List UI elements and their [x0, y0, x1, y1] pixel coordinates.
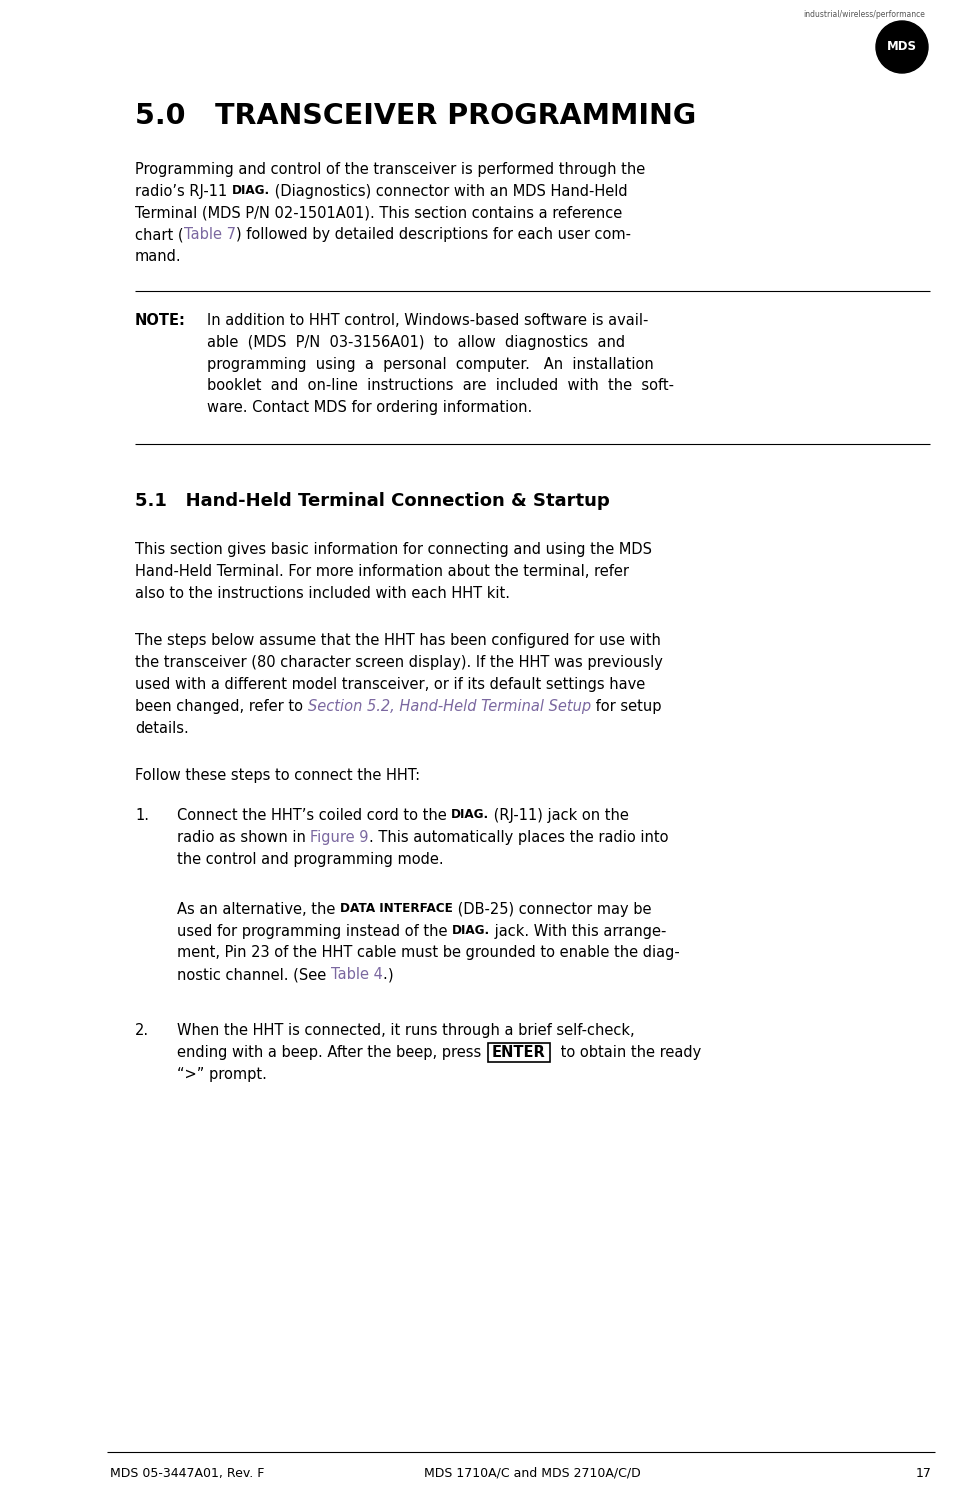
Text: chart (: chart (	[135, 227, 184, 242]
Text: Hand-Held Terminal. For more information about the terminal, refer: Hand-Held Terminal. For more information…	[135, 564, 628, 579]
Text: used with a different model transceiver, or if its default settings have: used with a different model transceiver,…	[135, 677, 645, 692]
Text: 5.0   TRANSCEIVER PROGRAMMING: 5.0 TRANSCEIVER PROGRAMMING	[135, 101, 695, 130]
Text: 17: 17	[915, 1467, 931, 1480]
Text: the control and programming mode.: the control and programming mode.	[177, 852, 443, 867]
Text: DIAG.: DIAG.	[232, 184, 270, 197]
Text: ) followed by detailed descriptions for each user com-: ) followed by detailed descriptions for …	[236, 227, 630, 242]
Text: When the HHT is connected, it runs through a brief self-check,: When the HHT is connected, it runs throu…	[177, 1024, 634, 1038]
Text: DATA INTERFACE: DATA INTERFACE	[339, 901, 453, 915]
Text: Connect the HHT’s coiled cord to the: Connect the HHT’s coiled cord to the	[177, 809, 451, 824]
Text: jack. With this arrange-: jack. With this arrange-	[490, 924, 666, 938]
Text: booklet  and  on-line  instructions  are  included  with  the  soft-: booklet and on-line instructions are inc…	[206, 379, 673, 394]
Bar	[487, 1043, 549, 1062]
Text: for setup: for setup	[590, 698, 660, 713]
Text: The steps below assume that the HHT has been configured for use with: The steps below assume that the HHT has …	[135, 634, 660, 649]
Text: radio’s RJ-11: radio’s RJ-11	[135, 184, 232, 198]
Text: Figure 9: Figure 9	[310, 830, 369, 844]
Text: Table 7: Table 7	[184, 227, 236, 242]
Text: radio as shown in: radio as shown in	[177, 830, 310, 844]
Text: able  (MDS  P/N  03-3156A01)  to  allow  diagnostics  and: able (MDS P/N 03-3156A01) to allow diagn…	[206, 334, 625, 349]
Text: . This automatically places the radio into: . This automatically places the radio in…	[369, 830, 668, 844]
Text: This section gives basic information for connecting and using the MDS: This section gives basic information for…	[135, 542, 651, 557]
Text: Programming and control of the transceiver is performed through the: Programming and control of the transceiv…	[135, 163, 645, 178]
Text: the transceiver (80 character screen display). If the HHT was previously: the transceiver (80 character screen dis…	[135, 655, 662, 670]
Text: Table 4: Table 4	[331, 967, 382, 982]
Text: nostic channel. (See: nostic channel. (See	[177, 967, 331, 982]
Text: 2.: 2.	[135, 1024, 149, 1038]
Text: MDS 1710A/C and MDS 2710A/C/D: MDS 1710A/C and MDS 2710A/C/D	[423, 1467, 641, 1480]
Text: NOTE:: NOTE:	[135, 313, 186, 328]
Text: ware. Contact MDS for ordering information.: ware. Contact MDS for ordering informati…	[206, 400, 532, 415]
Text: details.: details.	[135, 721, 189, 736]
Text: 5.1   Hand-Held Terminal Connection & Startup: 5.1 Hand-Held Terminal Connection & Star…	[135, 492, 609, 510]
Text: Follow these steps to connect the HHT:: Follow these steps to connect the HHT:	[135, 768, 420, 783]
Text: industrial/wireless/performance: industrial/wireless/performance	[802, 10, 924, 19]
Text: Terminal (MDS P/N 02-1501A01). This section contains a reference: Terminal (MDS P/N 02-1501A01). This sect…	[135, 206, 622, 221]
Text: In addition to HHT control, Windows-based software is avail-: In addition to HHT control, Windows-base…	[206, 313, 647, 328]
Text: programming  using  a  personal  computer.   An  installation: programming using a personal computer. A…	[206, 357, 653, 372]
Text: ): )	[387, 967, 393, 982]
Circle shape	[875, 21, 927, 73]
Text: MDS: MDS	[886, 39, 916, 52]
Text: ending with a beep. After the beep, press: ending with a beep. After the beep, pres…	[177, 1044, 485, 1059]
Text: to obtain the ready: to obtain the ready	[556, 1044, 700, 1059]
Text: MDS 05-3447A01, Rev. F: MDS 05-3447A01, Rev. F	[110, 1467, 264, 1480]
Text: As an alternative, the: As an alternative, the	[177, 901, 339, 916]
Text: Section 5.2, Hand-Held Terminal Setup: Section 5.2, Hand-Held Terminal Setup	[307, 698, 590, 713]
Text: ENTER: ENTER	[491, 1044, 545, 1059]
Text: 1.: 1.	[135, 809, 149, 824]
Text: also to the instructions included with each HHT kit.: also to the instructions included with e…	[135, 585, 510, 601]
Text: (RJ-11) jack on the: (RJ-11) jack on the	[489, 809, 629, 824]
Text: DIAG.: DIAG.	[452, 924, 490, 937]
Text: “>” prompt.: “>” prompt.	[177, 1067, 267, 1082]
Text: .: .	[382, 967, 387, 982]
Text: used for programming instead of the: used for programming instead of the	[177, 924, 452, 938]
Text: (Diagnostics) connector with an MDS Hand-Held: (Diagnostics) connector with an MDS Hand…	[270, 184, 627, 198]
Text: mand.: mand.	[135, 249, 182, 264]
Text: ment, Pin 23 of the HHT cable must be grounded to enable the diag-: ment, Pin 23 of the HHT cable must be gr…	[177, 946, 679, 961]
Text: been changed, refer to: been changed, refer to	[135, 698, 307, 713]
Text: DIAG.: DIAG.	[451, 809, 489, 822]
Text: (DB-25) connector may be: (DB-25) connector may be	[453, 901, 650, 916]
